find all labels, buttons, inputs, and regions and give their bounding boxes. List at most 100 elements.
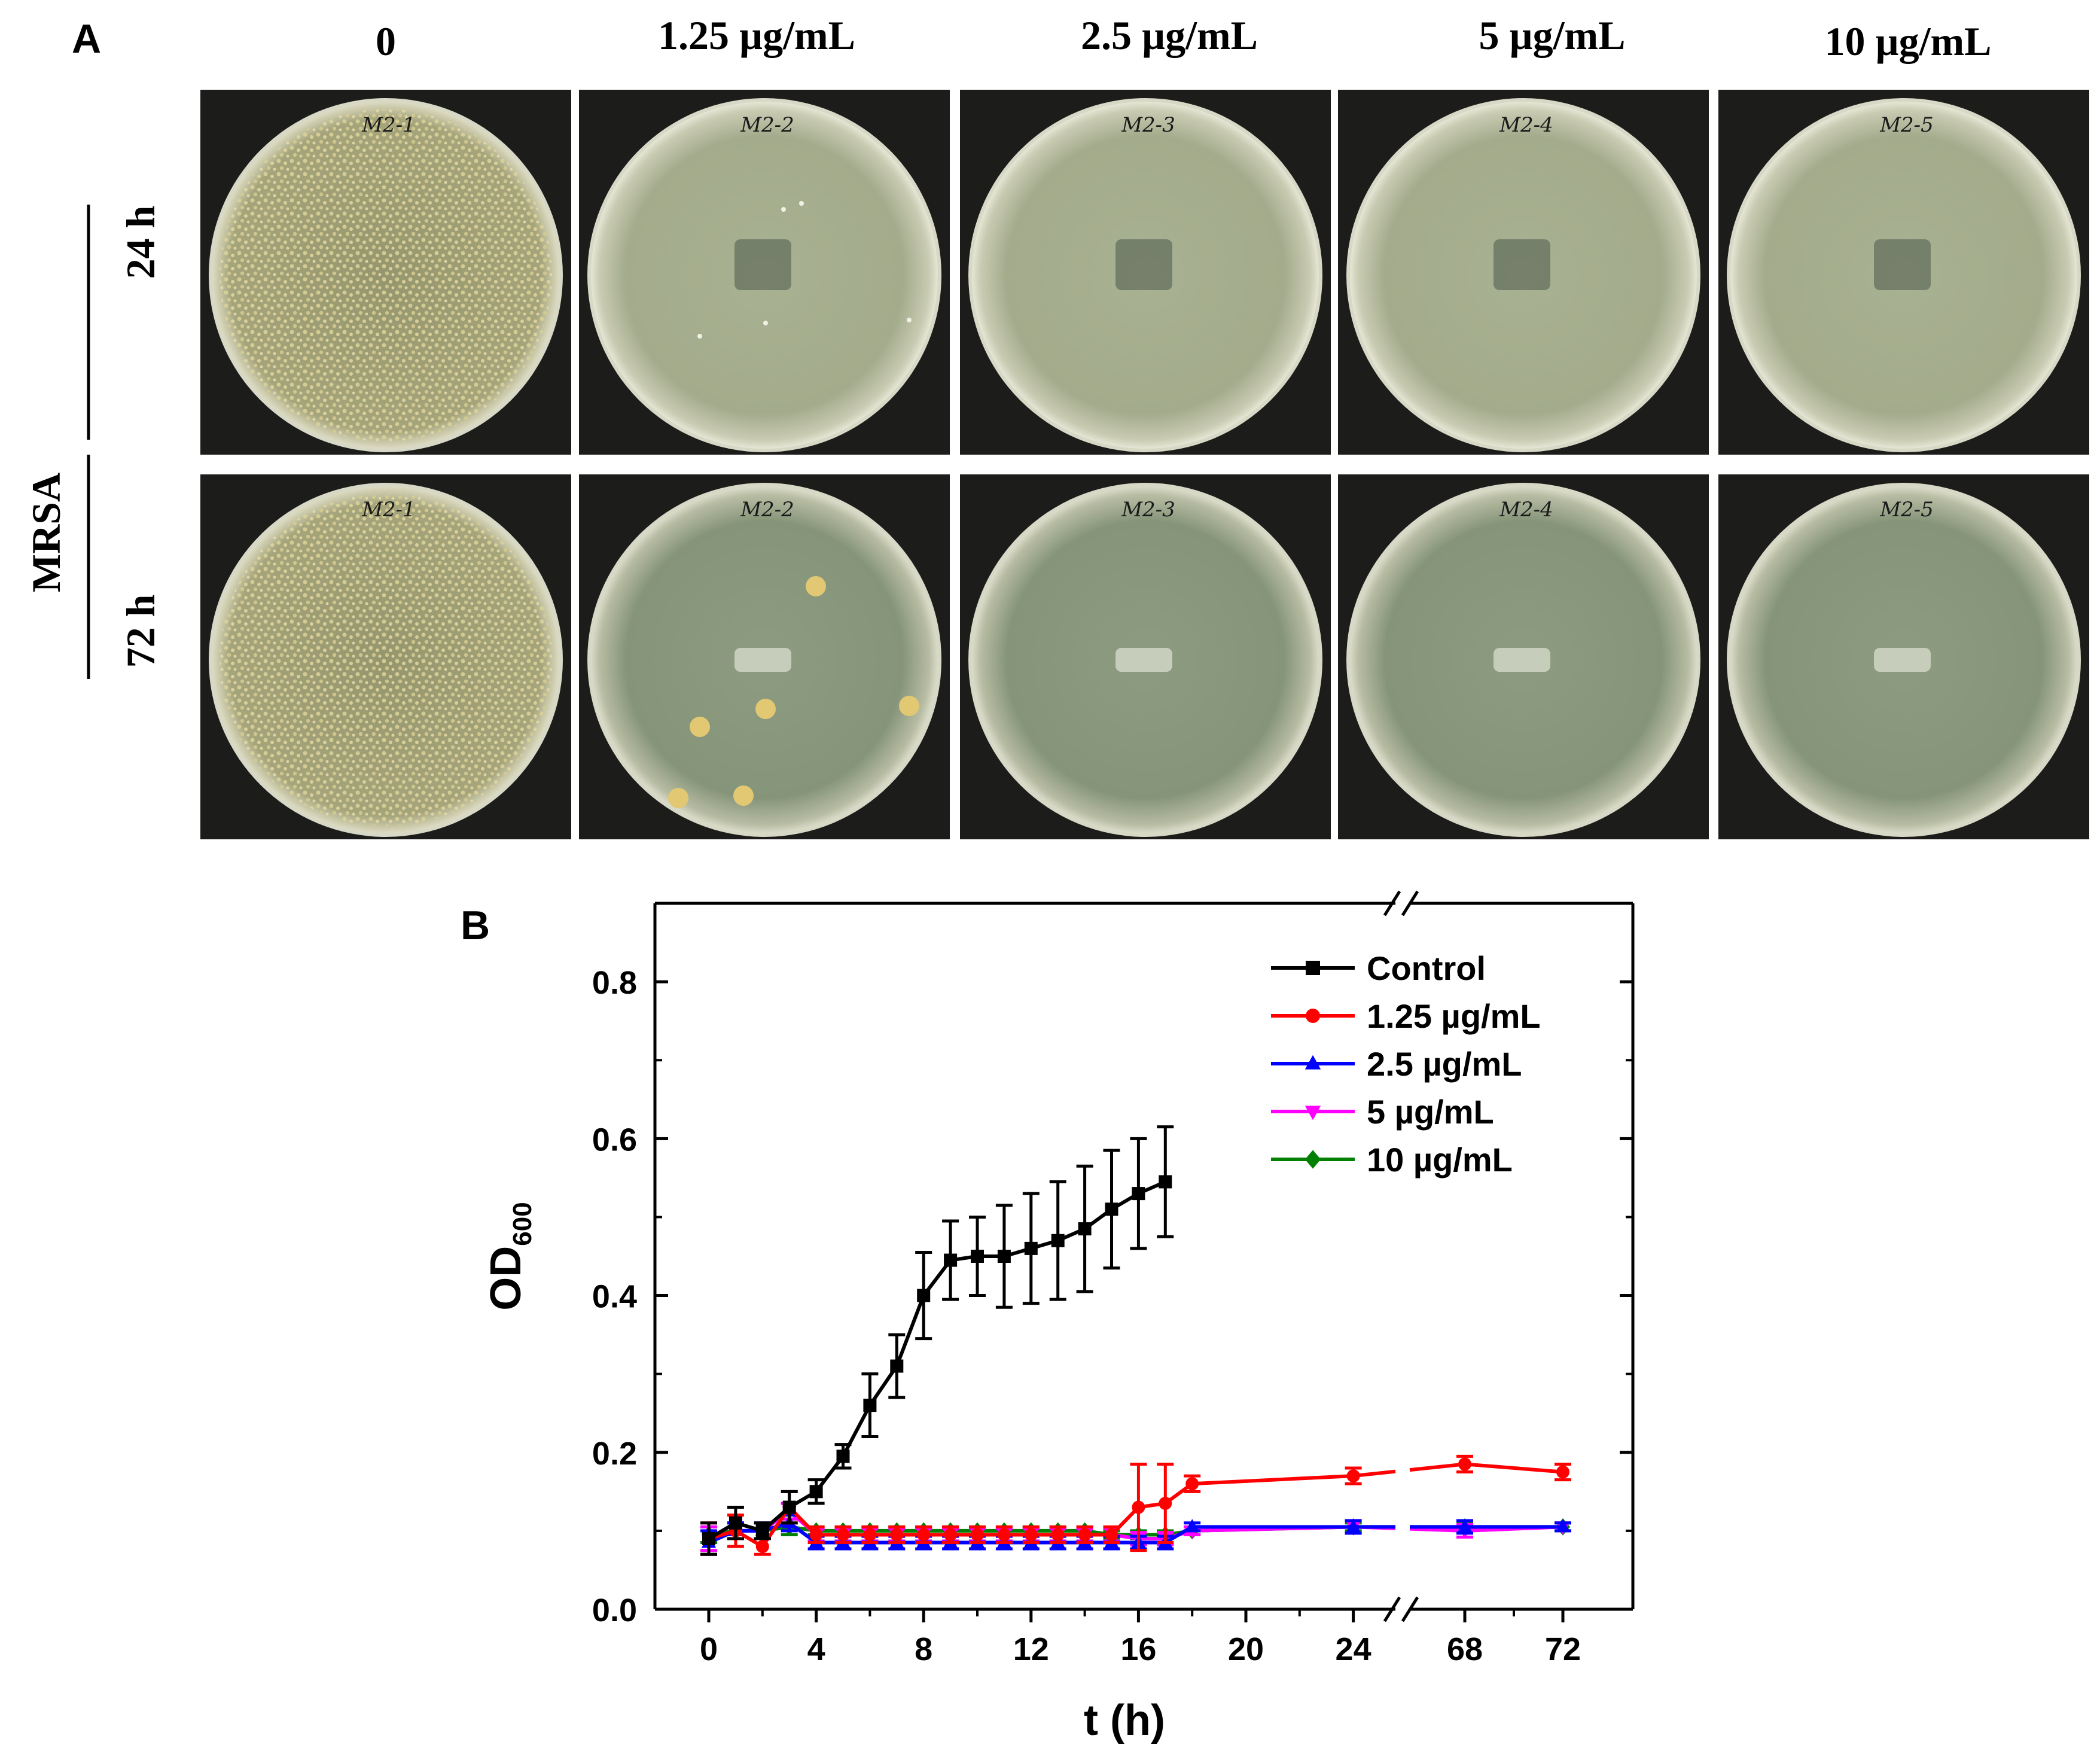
data-point xyxy=(1051,1234,1065,1247)
bacterial-lawn xyxy=(220,494,552,826)
group-label-mrsa: MRSA xyxy=(23,473,69,592)
bacterial-lawn xyxy=(220,109,552,441)
legend-label: 10 µg/mL xyxy=(1367,1141,1513,1179)
y-tick-label: 0.4 xyxy=(592,1279,637,1315)
column-header-4: 10 µg/mL xyxy=(1824,19,1991,64)
x-tick-label: 12 xyxy=(1013,1631,1049,1667)
plate-photo-r2-c1: M2-1 xyxy=(200,474,571,839)
plate-label: M2-3 xyxy=(1121,113,1175,137)
series-line xyxy=(1409,1462,1563,1474)
data-point xyxy=(1159,1497,1172,1510)
sample-spot xyxy=(1115,648,1172,672)
data-point xyxy=(944,1253,958,1267)
plate-label: M2-2 xyxy=(740,113,794,137)
data-point xyxy=(755,1524,769,1537)
legend-item: 5 µg/mL xyxy=(1271,1093,1494,1131)
data-point xyxy=(1306,1009,1320,1023)
data-point xyxy=(729,1516,742,1530)
x-tick-label: 68 xyxy=(1447,1631,1483,1667)
data-point xyxy=(997,1250,1011,1263)
series-control xyxy=(700,1125,1174,1556)
colony xyxy=(690,717,710,737)
y-axis-title: OD600 xyxy=(482,1202,537,1310)
data-point xyxy=(836,1528,850,1542)
data-point xyxy=(1105,1528,1118,1542)
data-point xyxy=(1132,1500,1145,1514)
data-point xyxy=(755,1540,769,1554)
y-ticks: 0.0 0.2 0.4 0.6 0.8 xyxy=(592,902,1633,1628)
data-point xyxy=(917,1289,931,1302)
legend-item: Control xyxy=(1271,949,1486,987)
colony xyxy=(781,207,786,212)
legend-label: 5 µg/mL xyxy=(1367,1093,1494,1131)
x-tick-label: 24 xyxy=(1336,1631,1371,1667)
data-point xyxy=(1185,1519,1200,1533)
plate-photo-r2-c4: M2-4 xyxy=(1338,474,1709,839)
legend-label: Control xyxy=(1367,949,1486,987)
panel-a-label: A xyxy=(72,16,101,62)
colony xyxy=(697,334,702,339)
data-point xyxy=(1105,1202,1118,1216)
column-header-3: 5 µg/mL xyxy=(1479,13,1625,58)
sample-spot xyxy=(1494,648,1550,672)
y-tick-label: 0.6 xyxy=(592,1122,637,1158)
plate-photo-r2-c5: M2-5 xyxy=(1718,474,2089,839)
data-point xyxy=(1024,1528,1038,1542)
data-point xyxy=(863,1528,877,1542)
plate-photo-r1-c4: M2-4 xyxy=(1338,90,1709,455)
data-point xyxy=(1346,1469,1360,1483)
data-point xyxy=(1159,1175,1172,1189)
data-point xyxy=(1185,1477,1199,1491)
plate-grid: M2-1 M2-2 M2-3 M2-4 M2-5 M2-1 M2-2 M2-3 M2-4 M2-5 xyxy=(200,90,2089,839)
legend: Control 1.25 µg/mL 2.5 µg/mL 5 µg/mL 10 µg/m… xyxy=(1271,949,1541,1179)
panel-b: B 0.0 0.2 0.4 0.6 0.8 0 4 8 12 16 20 24 68 72 t (h) OD6… xyxy=(461,890,1635,1744)
plate-label: M2-4 xyxy=(1499,113,1553,137)
column-header-1: 1.25 µg/mL xyxy=(658,13,855,58)
data-point xyxy=(1078,1528,1092,1542)
series-line xyxy=(708,1180,1166,1540)
data-point xyxy=(1555,1519,1571,1533)
legend-label: 1.25 µg/mL xyxy=(1367,997,1541,1035)
data-point xyxy=(997,1528,1011,1542)
y-tick-label: 0.8 xyxy=(592,965,637,1001)
sample-spot xyxy=(734,648,791,672)
data-point xyxy=(809,1485,823,1499)
x-tick-label: 16 xyxy=(1120,1631,1156,1667)
data-point xyxy=(1078,1222,1092,1236)
sample-spot xyxy=(1874,239,1931,290)
x-tick-label: 20 xyxy=(1228,1631,1264,1667)
colony xyxy=(799,201,804,206)
sample-spot xyxy=(1494,239,1550,290)
colony xyxy=(907,318,912,322)
plate-photo-r2-c2: M2-2 xyxy=(579,474,950,839)
row-header-24h: 24 h xyxy=(118,206,163,279)
data-point xyxy=(1556,1465,1569,1479)
data-point xyxy=(1132,1187,1145,1201)
row-headers: 24 h 72 h MRSA xyxy=(23,205,163,679)
data-point xyxy=(782,1500,796,1514)
legend-item: 2.5 µg/mL xyxy=(1271,1045,1522,1083)
panel-a: A 0 1.25 µg/mL 2.5 µg/mL 5 µg/mL 10 µg/m… xyxy=(23,13,2089,839)
x-tick-label: 0 xyxy=(700,1631,718,1667)
colony xyxy=(668,788,688,808)
y-tick-label: 0.2 xyxy=(592,1436,637,1472)
plate-photo-r1-c1: M2-1 xyxy=(200,90,571,455)
data-point xyxy=(1051,1528,1065,1542)
data-point xyxy=(1305,1055,1321,1070)
sample-spot xyxy=(1115,239,1172,290)
data-point xyxy=(890,1528,904,1542)
colony xyxy=(806,576,826,596)
data-point xyxy=(971,1250,984,1263)
legend-label: 2.5 µg/mL xyxy=(1367,1045,1522,1083)
plate-label: M2-4 xyxy=(1499,498,1553,522)
data-point xyxy=(836,1450,850,1463)
column-header-0: 0 xyxy=(376,19,396,64)
axes xyxy=(653,890,1635,1622)
data-point xyxy=(1305,1150,1321,1169)
plate-photo-r1-c5: M2-5 xyxy=(1718,90,2089,455)
plate-label: M2-5 xyxy=(1879,498,1934,522)
plate-photo-r1-c3: M2-3 xyxy=(960,90,1331,455)
data-point xyxy=(1306,961,1320,975)
plate-photo-r2-c3: M2-3 xyxy=(960,474,1331,839)
axis-break-bottom xyxy=(1383,1596,1419,1622)
